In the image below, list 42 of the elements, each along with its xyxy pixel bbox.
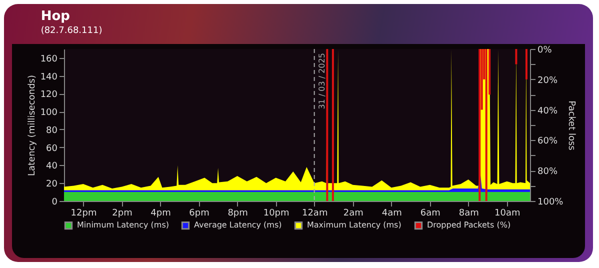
bar [515,49,518,64]
y-tick-label: 160 [40,54,58,64]
y-tick-label: 120 [40,90,58,100]
x-tick-label: 12am [302,208,328,218]
x-tick-label: 10pm [263,208,290,218]
bar [332,49,334,201]
x-tick-label: 6pm [189,208,210,218]
legend-label: Average Latency (ms) [194,220,282,230]
y-tick-label: 140 [40,72,58,82]
y2-tick-label: 20% [538,76,558,86]
y2-tick-label: 40% [538,106,558,116]
x-tick-label: 8am [458,208,479,218]
y-tick-label: 100 [40,108,58,118]
bar [525,49,528,80]
y-tick-label: 60 [46,144,58,154]
x-tick-label: 10am [494,208,520,218]
bar [326,49,328,201]
y-tick-label: 20 [46,180,58,190]
y2-axis-title: Packet loss [566,100,576,151]
x-tick-label: 2pm [112,208,132,218]
y2-tick-label: 80% [538,167,558,178]
x-tick-label: 4pm [150,208,171,218]
x-tick-label: 8pm [228,208,248,218]
x-tick-label: 6am [420,208,440,218]
chart-subtitle: (82.7.68.111) [40,26,102,36]
bar [478,49,481,201]
legend-label: Minimum Latency (ms) [77,220,169,230]
x-tick-label: 12pm [70,208,97,218]
legend-label: Dropped Packets (%) [427,220,511,230]
y-axis-title: Latency (milliseconds) [27,74,38,176]
legend-label: Maximum Latency (ms) [307,220,402,230]
y-tick-label: 40 [46,162,58,172]
ref-line-label: 31 / 03 / 2025 [317,53,326,110]
y-tick-label: 80 [46,126,58,136]
y2-tick-label: 60% [538,136,558,147]
bar [485,49,488,201]
y2-tick-label: 100% [538,198,564,208]
x-tick-label: 2am [343,208,364,218]
x-tick-label: 4am [382,208,402,218]
y-tick-label: 0 [52,198,58,208]
y2-tick-label: 0% [538,46,552,56]
chart-title: Hop [40,9,70,24]
